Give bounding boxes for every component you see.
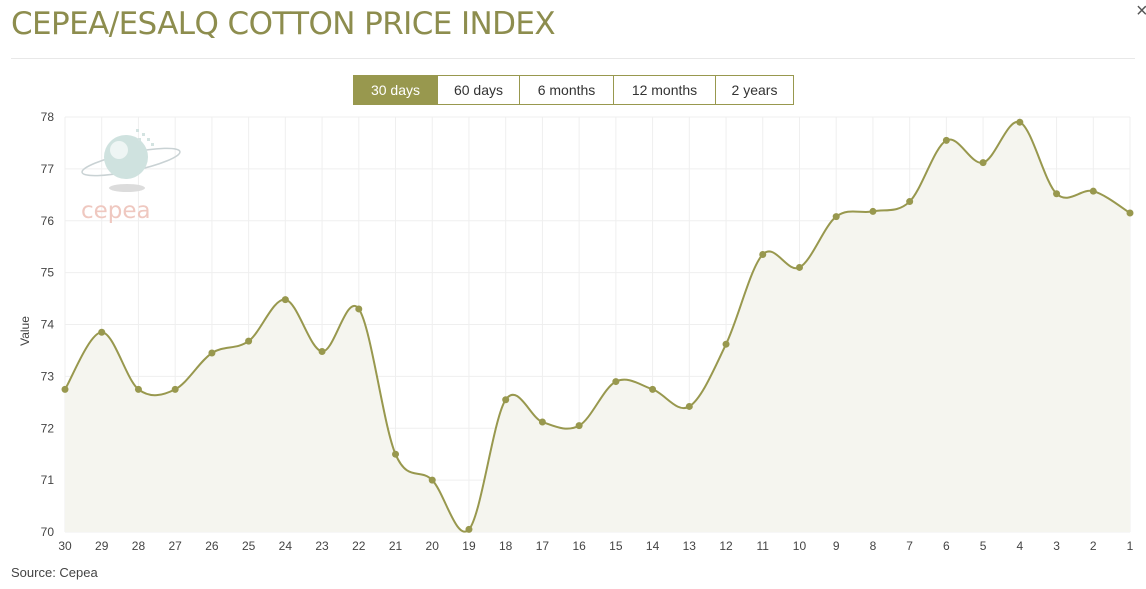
data-point	[208, 349, 216, 357]
y-tick-label: 74	[41, 318, 55, 332]
data-point	[795, 263, 803, 271]
x-tick-label: 20	[426, 539, 440, 553]
x-tick-label: 21	[389, 539, 403, 553]
y-tick-label: 71	[41, 473, 55, 487]
data-point	[171, 385, 179, 393]
x-tick-label: 6	[943, 539, 950, 553]
data-point	[869, 207, 877, 215]
x-tick-label: 10	[793, 539, 807, 553]
y-tick-label: 76	[41, 214, 55, 228]
data-point	[502, 396, 510, 404]
x-tick-label: 23	[315, 539, 329, 553]
range-tabs: 30 days 60 days 6 months 12 months 2 yea…	[353, 75, 794, 105]
data-point	[1089, 187, 1097, 195]
data-point	[355, 305, 363, 313]
x-tick-label: 5	[980, 539, 987, 553]
x-tick-label: 13	[683, 539, 697, 553]
x-tick-label: 15	[609, 539, 623, 553]
x-tick-label: 17	[536, 539, 550, 553]
x-tick-label: 30	[58, 539, 72, 553]
x-tick-label: 19	[462, 539, 476, 553]
page-title: CEPEA/ESALQ COTTON PRICE INDEX	[11, 6, 556, 42]
cepea-logo: cepea	[81, 129, 181, 224]
series-points	[61, 118, 1134, 533]
y-tick-label: 73	[41, 369, 55, 383]
x-tick-label: 26	[205, 539, 219, 553]
data-point	[98, 328, 106, 336]
data-point	[722, 340, 730, 348]
x-tick-label: 18	[499, 539, 513, 553]
tab-12-months[interactable]: 12 months	[613, 76, 715, 104]
data-point	[1016, 118, 1024, 126]
y-tick-label: 70	[41, 525, 55, 539]
x-tick-label: 2	[1090, 539, 1097, 553]
tab-30-days[interactable]: 30 days	[354, 76, 437, 104]
x-tick-label: 7	[906, 539, 913, 553]
x-tick-label: 29	[95, 539, 109, 553]
x-tick-label: 25	[242, 539, 256, 553]
data-point	[318, 347, 326, 355]
close-icon[interactable]: ×	[1136, 0, 1146, 22]
data-point	[281, 296, 289, 304]
data-point	[392, 450, 400, 458]
x-tick-label: 1	[1127, 539, 1134, 553]
y-tick-label: 75	[41, 266, 55, 280]
logo-text: cepea	[81, 198, 151, 224]
x-tick-label: 28	[132, 539, 146, 553]
x-tick-label: 9	[833, 539, 840, 553]
title-divider	[11, 58, 1135, 59]
x-tick-label: 3	[1053, 539, 1060, 553]
data-point	[906, 198, 914, 206]
x-tick-label: 12	[719, 539, 733, 553]
tab-2-years[interactable]: 2 years	[715, 76, 793, 104]
data-point	[134, 385, 142, 393]
tab-6-months[interactable]: 6 months	[519, 76, 613, 104]
y-axis-ticks: 70 71 72 73 74 75 76 77 78	[41, 110, 55, 539]
x-tick-label: 11	[757, 539, 770, 553]
y-tick-label: 77	[41, 162, 55, 176]
data-point	[759, 250, 767, 258]
logo-highlight	[110, 141, 128, 159]
source-note: Source: Cepea	[11, 565, 98, 580]
data-point	[979, 159, 987, 167]
data-point	[1053, 190, 1061, 198]
y-tick-label: 78	[41, 110, 55, 124]
x-tick-label: 27	[168, 539, 182, 553]
series-area	[65, 121, 1130, 533]
data-point	[61, 385, 69, 393]
x-tick-label: 24	[279, 539, 293, 553]
logo-shadow	[109, 184, 145, 192]
data-point	[649, 385, 657, 393]
x-axis-ticks: 30 29 28 27 26 25 24 23 22 21 20 19 18 17 16 15 14 13 12 11…	[58, 539, 1133, 553]
y-axis-label: Value	[18, 316, 32, 346]
data-point	[245, 337, 253, 345]
x-tick-label: 16	[572, 539, 586, 553]
data-point	[1126, 209, 1134, 217]
data-point	[575, 422, 583, 430]
data-point	[685, 402, 693, 410]
data-point	[428, 476, 436, 484]
data-point	[538, 418, 546, 426]
tab-60-days[interactable]: 60 days	[437, 76, 519, 104]
y-tick-label: 72	[41, 421, 55, 435]
data-point	[465, 525, 473, 533]
data-point	[832, 213, 840, 221]
x-tick-label: 14	[646, 539, 660, 553]
logo-globe	[104, 135, 148, 179]
x-tick-label: 22	[352, 539, 366, 553]
x-tick-label: 4	[1016, 539, 1023, 553]
data-point	[612, 378, 620, 386]
data-point	[942, 136, 950, 144]
x-tick-label: 8	[870, 539, 877, 553]
